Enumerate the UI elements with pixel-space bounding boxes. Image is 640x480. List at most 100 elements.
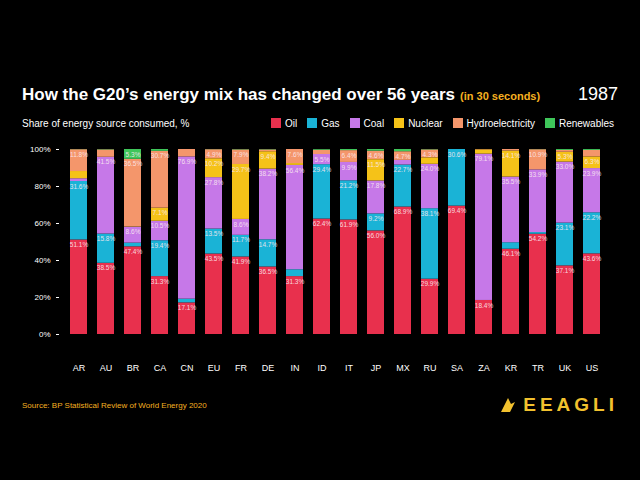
svg-text:22.7%: 22.7% <box>394 166 413 173</box>
svg-text:51.1%: 51.1% <box>70 241 89 248</box>
svg-text:14.1%: 14.1% <box>502 152 521 159</box>
svg-text:27.8%: 27.8% <box>205 179 224 186</box>
svg-text:RU: RU <box>424 363 437 373</box>
svg-text:ID: ID <box>318 363 328 373</box>
svg-text:UK: UK <box>559 363 572 373</box>
svg-text:62.4%: 62.4% <box>313 220 332 227</box>
svg-text:76.9%: 76.9% <box>178 158 197 165</box>
svg-text:68.9%: 68.9% <box>394 208 413 215</box>
svg-text:38.1%: 38.1% <box>421 210 440 217</box>
svg-text:36.5%: 36.5% <box>259 268 278 275</box>
svg-text:33.0%: 33.0% <box>556 163 575 170</box>
svg-text:29.7%: 29.7% <box>232 166 251 173</box>
svg-text:10.2%: 10.2% <box>205 160 224 167</box>
svg-text:30.6%: 30.6% <box>448 151 467 158</box>
html-text:1987: 1987 <box>578 84 618 104</box>
svg-text:US: US <box>586 363 599 373</box>
svg-text:20%: 20% <box>34 293 50 302</box>
svg-text:KR: KR <box>505 363 518 373</box>
svg-text:29.4%: 29.4% <box>313 166 332 173</box>
svg-text:23.1%: 23.1% <box>556 224 575 231</box>
svg-text:18.4%: 18.4% <box>475 302 494 309</box>
html-text:How the G20’s energy mix has c: How the G20’s energy mix has changed ove… <box>22 85 541 104</box>
svg-text:JP: JP <box>371 363 382 373</box>
svg-text:DE: DE <box>262 363 275 373</box>
svg-text:15.8%: 15.8% <box>97 235 116 242</box>
svg-text:8.6%: 8.6% <box>126 228 141 235</box>
svg-text:54.2%: 54.2% <box>529 235 548 242</box>
svg-text:11.7%: 11.7% <box>232 236 250 243</box>
svg-text:41.5%: 41.5% <box>97 158 116 165</box>
svg-text:43.6%: 43.6% <box>583 255 602 262</box>
svg-text:35.5%: 35.5% <box>502 178 521 185</box>
svg-text:6.3%: 6.3% <box>585 158 600 165</box>
svg-text:61.9%: 61.9% <box>340 221 359 228</box>
svg-text:7.1%: 7.1% <box>153 209 168 216</box>
svg-text:11.5%: 11.5% <box>367 161 385 168</box>
svg-text:10.5%: 10.5% <box>151 222 170 229</box>
svg-text:AR: AR <box>73 363 86 373</box>
svg-text:30.7%: 30.7% <box>151 152 170 159</box>
svg-text:9.4%: 9.4% <box>261 153 276 160</box>
svg-text:46.1%: 46.1% <box>502 250 521 257</box>
svg-text:13.5%: 13.5% <box>205 230 224 237</box>
svg-text:7.9%: 7.9% <box>234 151 249 158</box>
svg-text:8.6%: 8.6% <box>234 221 249 228</box>
svg-text:5.3%: 5.3% <box>126 151 141 158</box>
svg-text:22.2%: 22.2% <box>583 214 602 221</box>
svg-text:36.5%: 36.5% <box>124 160 143 167</box>
html-text:EEAGLI: EEAGLI <box>523 394 618 415</box>
svg-text:17.1%: 17.1% <box>178 304 197 311</box>
svg-text:4.7%: 4.7% <box>396 153 411 160</box>
svg-text:4.3%: 4.3% <box>423 151 438 158</box>
svg-text:21.2%: 21.2% <box>340 182 359 189</box>
svg-text:31.3%: 31.3% <box>286 278 305 285</box>
svg-text:29.9%: 29.9% <box>421 280 440 287</box>
svg-text:CA: CA <box>154 363 167 373</box>
svg-text:43.5%: 43.5% <box>205 255 224 262</box>
svg-text:EU: EU <box>208 363 221 373</box>
svg-text:AU: AU <box>100 363 113 373</box>
svg-text:IT: IT <box>345 363 354 373</box>
svg-text:SA: SA <box>451 363 463 373</box>
svg-text:4.9%: 4.9% <box>207 151 222 158</box>
svg-text:38.2%: 38.2% <box>259 170 278 177</box>
svg-text:31.3%: 31.3% <box>151 278 170 285</box>
svg-text:100%: 100% <box>30 145 50 154</box>
svg-text:47.4%: 47.4% <box>124 248 143 255</box>
svg-text:4.6%: 4.6% <box>369 152 384 159</box>
svg-text:56.0%: 56.0% <box>367 232 386 239</box>
svg-text:CN: CN <box>181 363 194 373</box>
svg-text:33.9%: 33.9% <box>529 171 548 178</box>
svg-text:6.4%: 6.4% <box>342 152 357 159</box>
svg-text:56.4%: 56.4% <box>286 166 305 173</box>
svg-text:31.6%: 31.6% <box>70 183 89 190</box>
svg-text:9.9%: 9.9% <box>342 164 357 171</box>
svg-text:IN: IN <box>291 363 300 373</box>
svg-text:14.7%: 14.7% <box>259 241 278 248</box>
svg-text:80%: 80% <box>34 182 50 191</box>
svg-text:FR: FR <box>235 363 247 373</box>
svg-text:10.9%: 10.9% <box>529 151 548 158</box>
svg-text:11.8%: 11.8% <box>70 151 88 158</box>
svg-text:38.5%: 38.5% <box>97 264 116 271</box>
svg-text:19.4%: 19.4% <box>151 242 170 249</box>
svg-text:ZA: ZA <box>478 363 490 373</box>
svg-text:24.0%: 24.0% <box>421 165 440 172</box>
svg-text:69.4%: 69.4% <box>448 207 467 214</box>
svg-text:41.9%: 41.9% <box>232 258 251 265</box>
svg-text:TR: TR <box>532 363 544 373</box>
svg-text:0%: 0% <box>39 330 51 339</box>
svg-text:BR: BR <box>127 363 140 373</box>
svg-text:7.6%: 7.6% <box>288 151 303 158</box>
svg-text:23.9%: 23.9% <box>583 170 602 177</box>
svg-text:40%: 40% <box>34 256 50 265</box>
svg-text:9.2%: 9.2% <box>369 215 384 222</box>
svg-text:17.8%: 17.8% <box>367 182 386 189</box>
svg-text:79.1%: 79.1% <box>475 155 494 162</box>
svg-text:60%: 60% <box>34 219 50 228</box>
svg-text:37.1%: 37.1% <box>556 267 575 274</box>
svg-text:5.5%: 5.5% <box>315 156 330 163</box>
svg-text:5.3%: 5.3% <box>558 153 573 160</box>
svg-text:MX: MX <box>396 363 410 373</box>
